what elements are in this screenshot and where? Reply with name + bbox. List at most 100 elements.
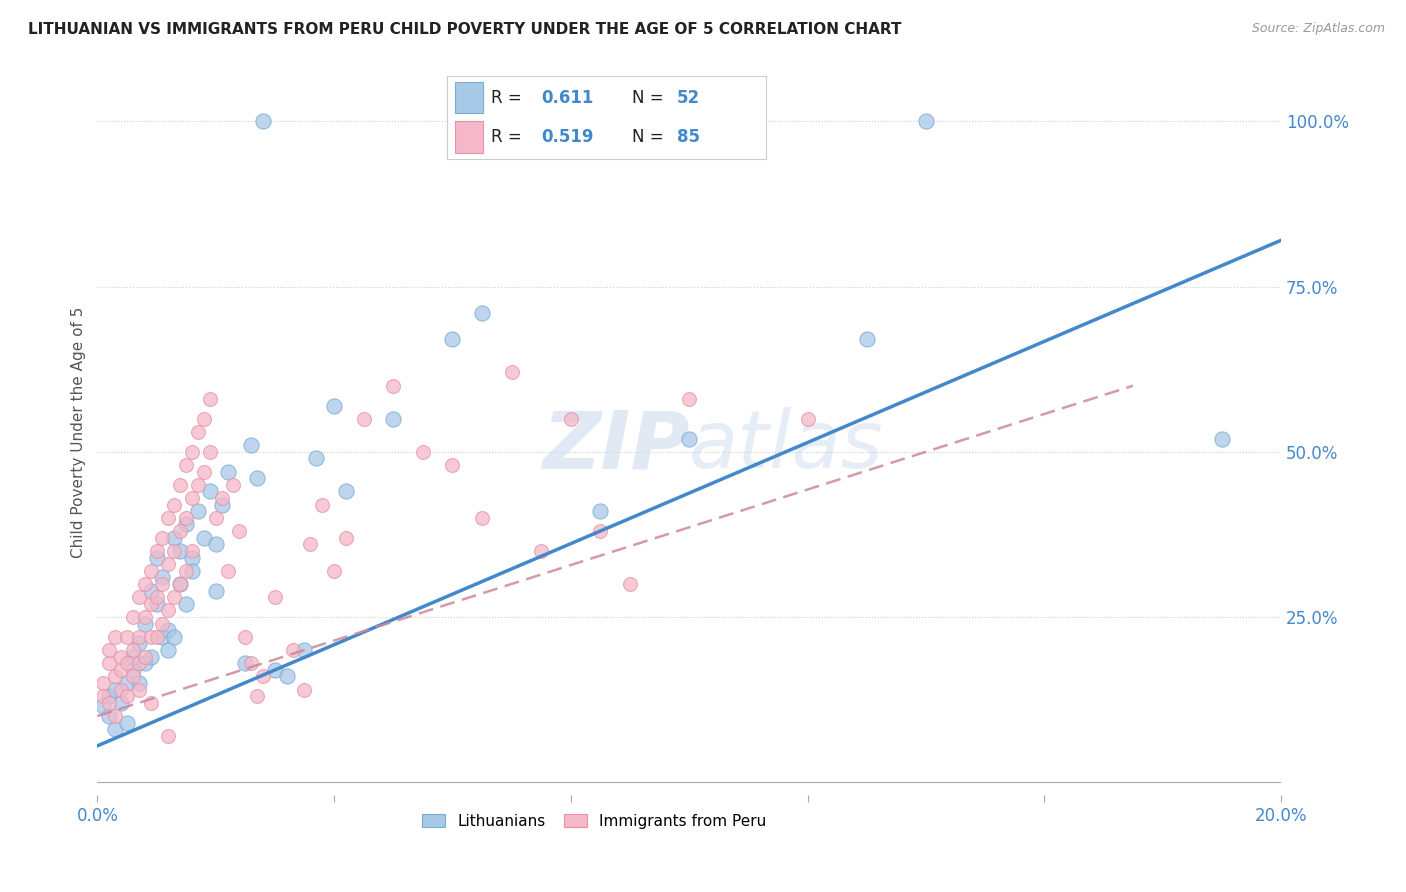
Point bbox=[855, 333, 877, 347]
Point bbox=[169, 478, 191, 492]
Point bbox=[145, 544, 167, 558]
Point bbox=[145, 550, 167, 565]
Point bbox=[204, 537, 226, 551]
Point bbox=[252, 114, 274, 128]
Point bbox=[163, 590, 186, 604]
Point bbox=[128, 590, 150, 604]
Point bbox=[589, 524, 612, 538]
Point bbox=[174, 511, 197, 525]
Point bbox=[98, 643, 121, 657]
Point bbox=[264, 590, 287, 604]
Point bbox=[193, 531, 215, 545]
Point bbox=[121, 643, 143, 657]
Point bbox=[246, 690, 269, 704]
Point bbox=[128, 636, 150, 650]
Point bbox=[471, 511, 494, 525]
Point bbox=[145, 597, 167, 611]
Point bbox=[181, 564, 204, 578]
Point bbox=[678, 432, 700, 446]
Point bbox=[187, 425, 209, 439]
Point bbox=[110, 649, 132, 664]
Point bbox=[163, 544, 186, 558]
Point bbox=[276, 669, 298, 683]
Point bbox=[589, 504, 612, 518]
Point bbox=[157, 643, 180, 657]
Point bbox=[157, 603, 180, 617]
Point bbox=[121, 663, 143, 677]
Point bbox=[198, 484, 221, 499]
Point bbox=[311, 498, 333, 512]
Point bbox=[169, 524, 191, 538]
Point bbox=[323, 399, 346, 413]
Point bbox=[240, 657, 263, 671]
Point bbox=[115, 657, 138, 671]
Point bbox=[104, 669, 127, 683]
Point bbox=[115, 630, 138, 644]
Point bbox=[217, 564, 239, 578]
Point bbox=[619, 577, 641, 591]
Text: ZIP: ZIP bbox=[541, 408, 689, 485]
Point bbox=[252, 669, 274, 683]
Point bbox=[174, 564, 197, 578]
Y-axis label: Child Poverty Under the Age of 5: Child Poverty Under the Age of 5 bbox=[72, 306, 86, 558]
Point bbox=[198, 392, 221, 406]
Point bbox=[187, 478, 209, 492]
Point bbox=[157, 557, 180, 571]
Point bbox=[152, 616, 174, 631]
Point bbox=[152, 570, 174, 584]
Point bbox=[471, 306, 494, 320]
Point bbox=[139, 564, 162, 578]
Point bbox=[335, 484, 357, 499]
Point bbox=[134, 610, 156, 624]
Point bbox=[152, 531, 174, 545]
Point bbox=[246, 471, 269, 485]
Point bbox=[128, 676, 150, 690]
Point bbox=[222, 478, 245, 492]
Point bbox=[121, 649, 143, 664]
Point bbox=[233, 630, 256, 644]
Point bbox=[560, 411, 582, 425]
Point bbox=[145, 630, 167, 644]
Point bbox=[181, 544, 204, 558]
Point bbox=[678, 392, 700, 406]
Point bbox=[174, 517, 197, 532]
Point bbox=[294, 643, 316, 657]
Point bbox=[193, 465, 215, 479]
Point bbox=[323, 564, 346, 578]
Point bbox=[163, 531, 186, 545]
Point bbox=[264, 663, 287, 677]
Point bbox=[157, 511, 180, 525]
Point bbox=[211, 491, 233, 505]
Point bbox=[204, 583, 226, 598]
Legend: Lithuanians, Immigrants from Peru: Lithuanians, Immigrants from Peru bbox=[416, 808, 773, 835]
Point bbox=[211, 498, 233, 512]
Point bbox=[134, 616, 156, 631]
Point bbox=[139, 583, 162, 598]
Point bbox=[139, 649, 162, 664]
Point bbox=[98, 696, 121, 710]
Point bbox=[139, 696, 162, 710]
Point bbox=[174, 597, 197, 611]
Point bbox=[335, 531, 357, 545]
Point bbox=[169, 577, 191, 591]
Point bbox=[145, 590, 167, 604]
Point bbox=[104, 723, 127, 737]
Point bbox=[169, 577, 191, 591]
Point bbox=[228, 524, 250, 538]
Point bbox=[121, 610, 143, 624]
Point bbox=[134, 577, 156, 591]
Point bbox=[98, 709, 121, 723]
Point bbox=[441, 458, 464, 472]
Point bbox=[305, 451, 328, 466]
Point bbox=[530, 544, 553, 558]
Point bbox=[441, 333, 464, 347]
Point bbox=[240, 438, 263, 452]
Point bbox=[204, 511, 226, 525]
Point bbox=[104, 709, 127, 723]
Point bbox=[128, 682, 150, 697]
Point bbox=[796, 411, 818, 425]
Point bbox=[193, 411, 215, 425]
Point bbox=[382, 378, 405, 392]
Point bbox=[198, 444, 221, 458]
Point bbox=[91, 676, 114, 690]
